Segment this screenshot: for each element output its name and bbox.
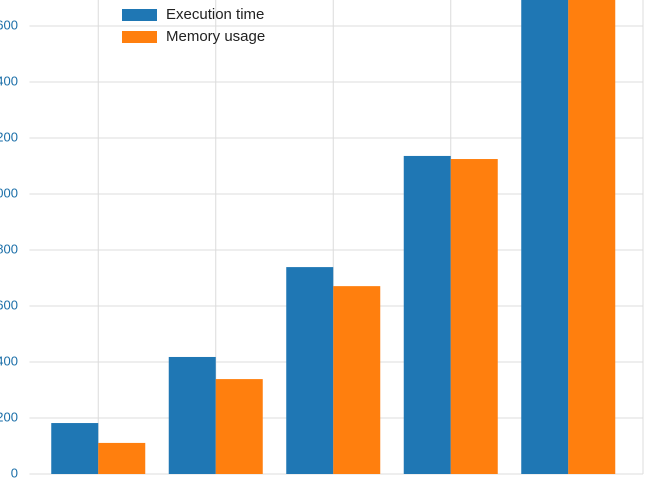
x-tick-label: 20: [209, 479, 223, 482]
legend-label: Memory usage: [166, 28, 265, 45]
x-tick-label: 50: [561, 479, 575, 482]
bar: [568, 0, 616, 474]
bar: [333, 286, 381, 474]
bar: [51, 423, 99, 474]
y-tick-label: 1000: [0, 185, 18, 200]
y-tick-label: 400: [0, 353, 18, 368]
legend-swatch: [122, 9, 157, 21]
x-tick-label: 30: [326, 479, 340, 482]
y-tick-label: 0: [11, 465, 18, 480]
y-tick-label: 1400: [0, 73, 18, 88]
y-tick-label: 600: [0, 297, 18, 312]
bar: [521, 0, 569, 474]
x-tick-label: 10: [91, 479, 105, 482]
bar: [215, 379, 263, 474]
bar: [403, 155, 451, 474]
x-tick-label: 40: [444, 479, 458, 482]
y-tick-label: 1200: [0, 129, 18, 144]
y-tick-label: 800: [0, 241, 18, 256]
bar: [450, 159, 498, 474]
bar: [286, 267, 334, 474]
y-tick-label: 200: [0, 409, 18, 424]
bar: [168, 356, 216, 474]
legend-label: Execution time: [166, 6, 264, 23]
y-tick-label: 1600: [0, 17, 18, 32]
bar: [98, 442, 146, 474]
legend-swatch: [122, 31, 157, 43]
